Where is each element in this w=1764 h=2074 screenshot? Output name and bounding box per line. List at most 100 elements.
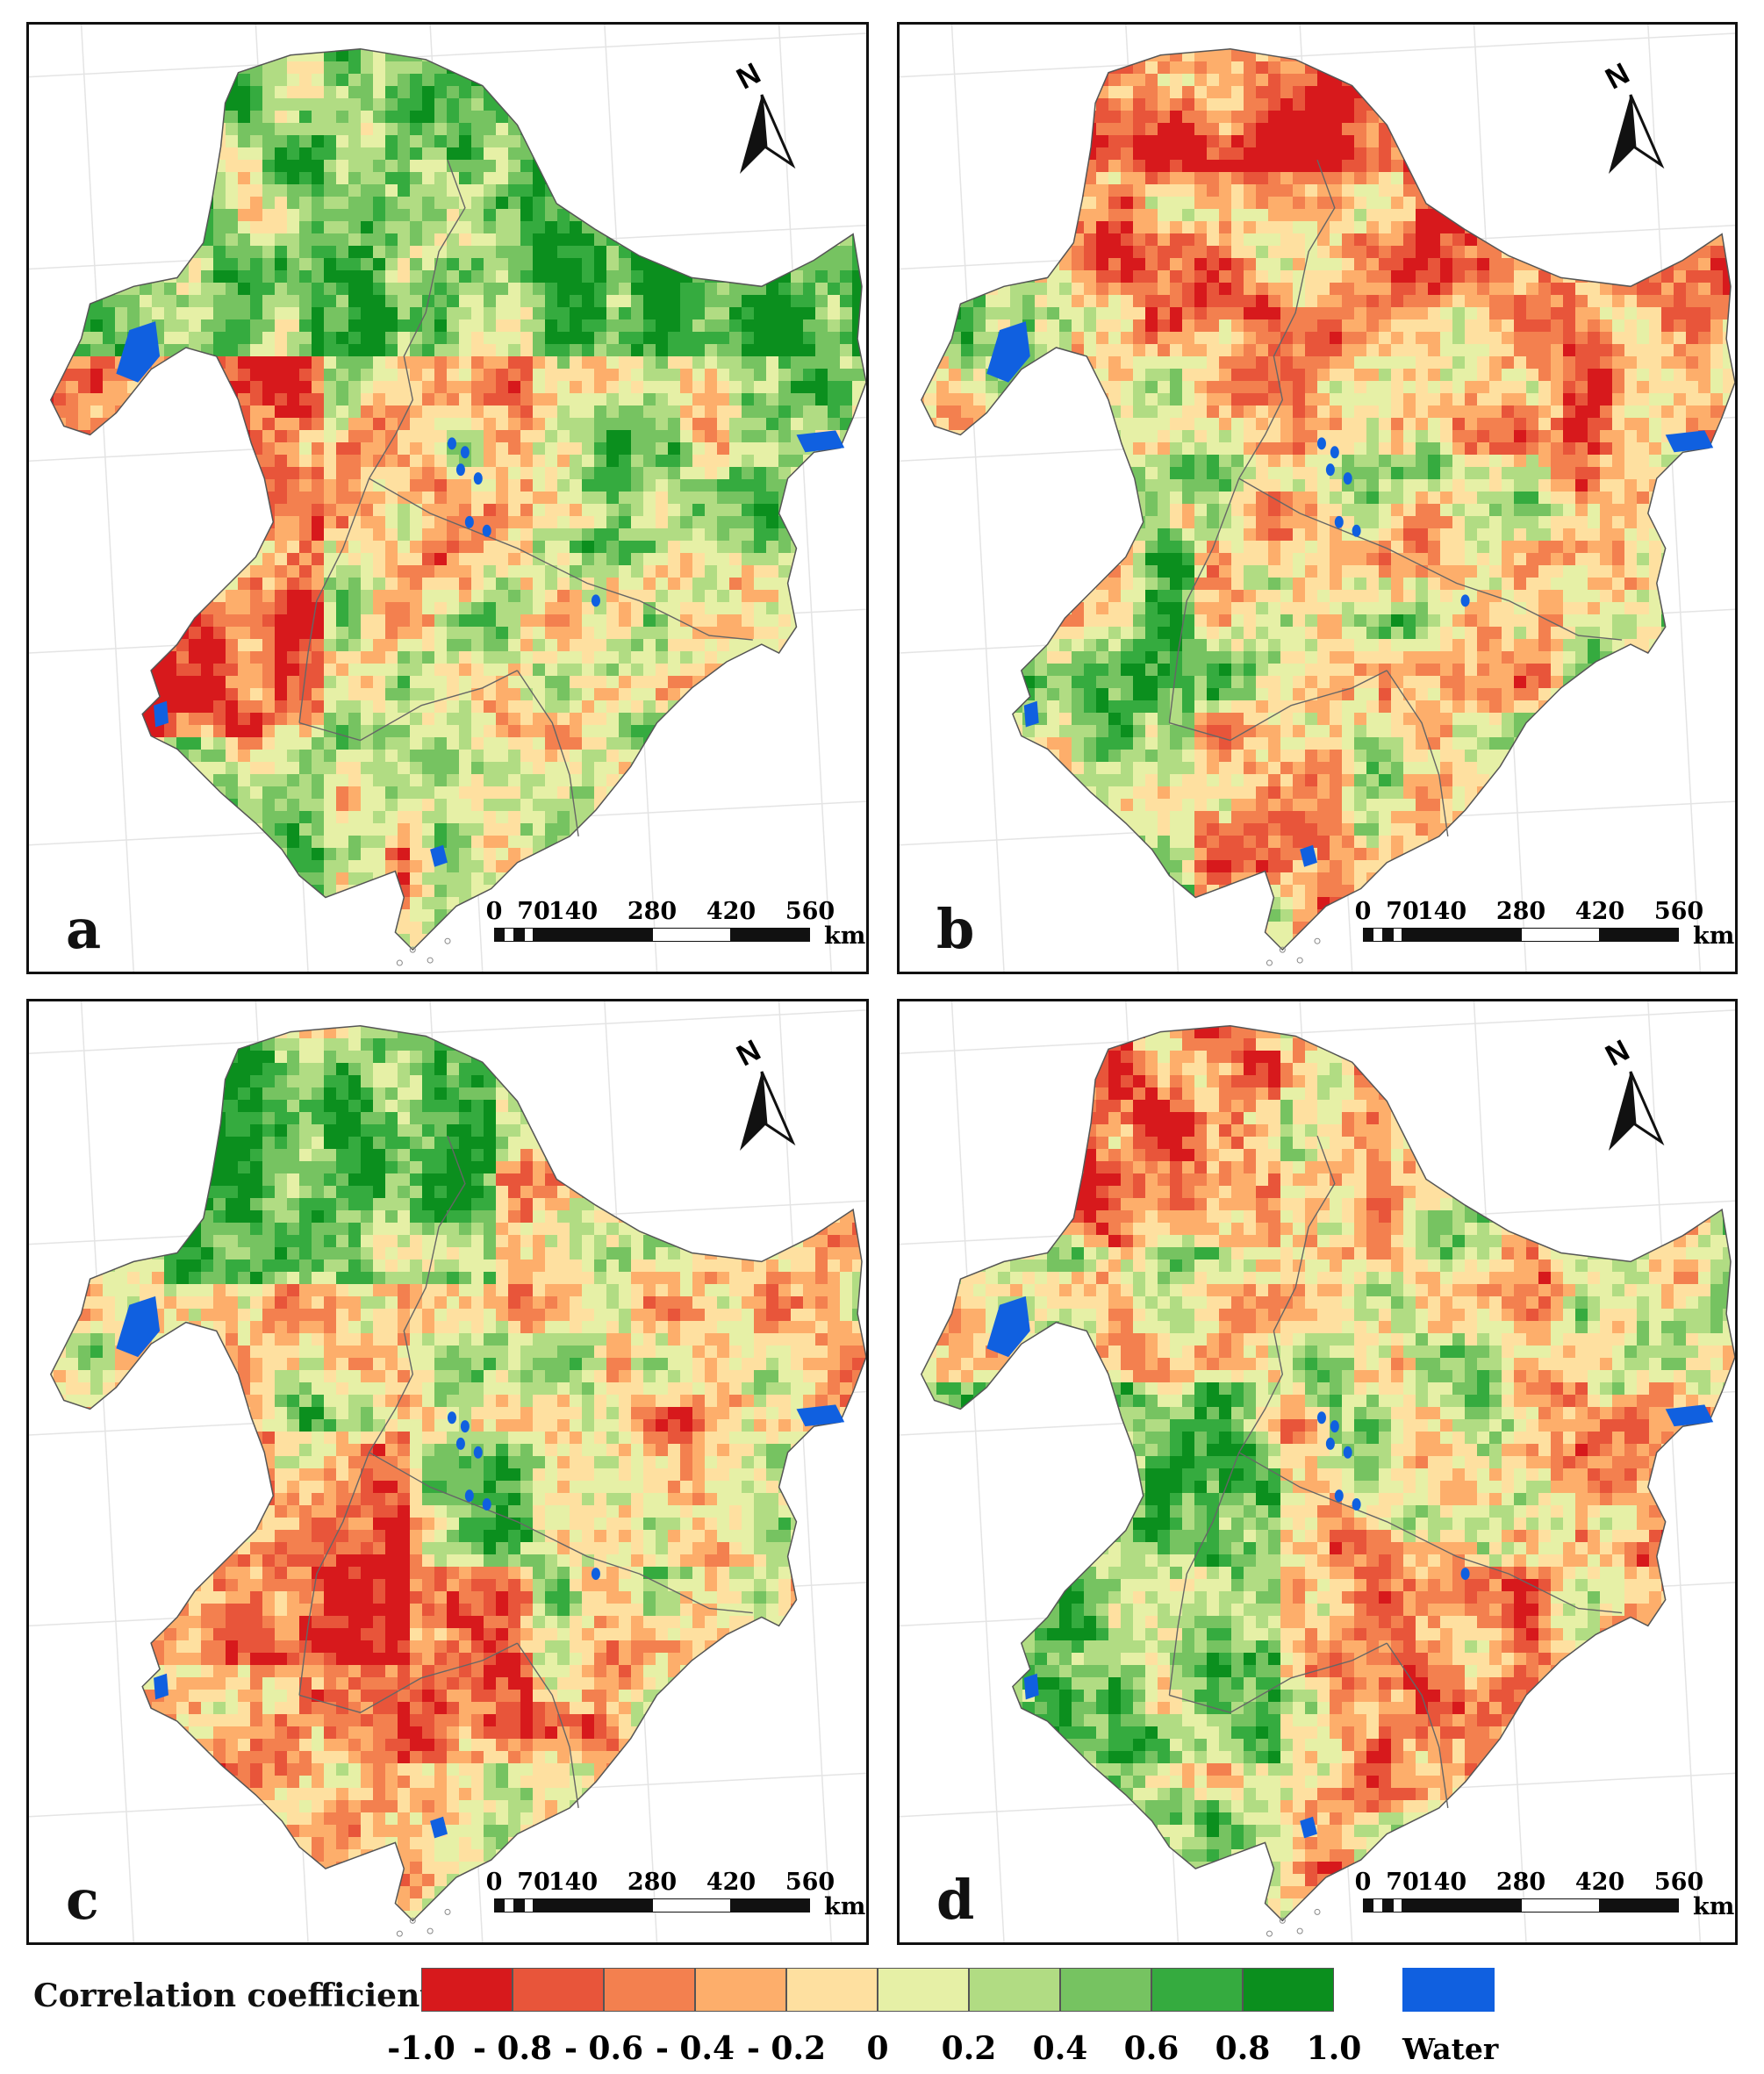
island	[1266, 959, 1273, 966]
scale-tick-label: 420	[706, 898, 756, 925]
legend-swatch	[513, 1968, 604, 2012]
legend: Correlation coefficient -1.0 - 0.8 - 0.6 - …	[0, 1953, 1764, 2074]
water-body	[1330, 446, 1339, 459]
water-body	[796, 1404, 845, 1427]
panel-label: a	[66, 902, 101, 957]
legend-swatch	[604, 1968, 695, 2012]
water-body	[460, 446, 470, 459]
water-body	[1023, 1673, 1039, 1700]
legend-tick-label: 0.4	[1033, 2030, 1088, 2067]
scale-tick-label: 0	[1355, 1869, 1372, 1896]
province-border	[516, 670, 579, 836]
graticule-line	[900, 32, 1735, 78]
scale-segment	[504, 1898, 514, 1913]
scale-tick-label: 140	[549, 1869, 598, 1896]
graticule-line	[778, 1001, 832, 1942]
water-body	[116, 1295, 161, 1358]
legend-swatch	[1060, 1968, 1151, 2012]
province-border	[1238, 159, 1336, 479]
water-body	[591, 594, 600, 607]
scale-segment	[553, 1898, 573, 1913]
legend-tick-label: - 0.4	[656, 2030, 735, 2067]
province-border	[369, 477, 753, 641]
legend-swatch	[786, 1968, 878, 2012]
legend-swatch	[421, 1968, 513, 2012]
water-body	[430, 1816, 448, 1839]
water-body	[1330, 1420, 1339, 1433]
water-body	[1316, 1411, 1326, 1425]
legend-swatch	[1151, 1968, 1243, 2012]
scale-tick-label: 0	[486, 1869, 503, 1896]
scale-segment	[652, 928, 731, 942]
correlation-map-d	[900, 1001, 1735, 1942]
water-body	[986, 321, 1030, 383]
province-border	[1168, 1452, 1240, 1696]
panel-label: c	[66, 1873, 99, 1927]
legend-tick-label: 0.2	[942, 2030, 997, 2067]
island	[1266, 1930, 1273, 1937]
province-border	[298, 1452, 370, 1696]
scale-tick-label: 140	[1417, 898, 1466, 925]
province-border	[516, 1642, 579, 1809]
scale-segment	[1382, 1898, 1393, 1913]
scale-segment	[494, 928, 505, 942]
water-body	[1300, 844, 1317, 867]
province-border	[369, 1135, 466, 1453]
island	[1296, 957, 1303, 964]
graticule-line	[950, 25, 1005, 972]
scale-tick-label: 560	[1654, 1869, 1703, 1896]
water-swatch	[1402, 1968, 1495, 2012]
island	[444, 937, 451, 944]
scale-segment	[523, 1898, 534, 1913]
region-outline	[920, 1024, 1735, 1922]
scale-segment	[1402, 1898, 1423, 1913]
scale-unit: km	[1693, 922, 1734, 950]
island	[409, 946, 416, 953]
water-body	[1665, 430, 1714, 453]
province-border	[298, 670, 518, 742]
scale-segment	[731, 928, 810, 942]
scale-bar-segments	[1363, 1898, 1679, 1914]
water-body	[1316, 437, 1326, 450]
north-arrow-icon: N	[731, 1034, 801, 1151]
scale-tick-label: 70	[517, 1869, 550, 1896]
scale-segment	[1521, 1898, 1600, 1913]
water-label: Water	[1402, 2032, 1498, 2066]
panel-label: b	[936, 902, 974, 957]
scale-bar: 0 70 140 280 420 560 km	[1355, 898, 1735, 951]
map-panel-c: N 0 70 140 280 420 560 km c	[26, 999, 869, 1945]
scale-tick-label: 70	[1386, 1869, 1419, 1896]
scale-bar-segments	[494, 928, 810, 944]
water-body	[986, 1295, 1030, 1358]
legend-tick-label: 0.6	[1124, 2030, 1180, 2067]
water-body	[154, 1673, 169, 1700]
graticule-line	[1647, 25, 1702, 972]
island	[1296, 1927, 1303, 1934]
panel-label: d	[936, 1873, 974, 1927]
province-border	[1386, 670, 1449, 836]
region-outline	[920, 48, 1735, 951]
graticule-line	[778, 25, 832, 972]
water-body	[447, 1411, 456, 1425]
scale-segment	[1382, 928, 1393, 942]
water-body	[430, 844, 448, 867]
island	[409, 1917, 416, 1924]
island	[1314, 937, 1321, 944]
scale-segment	[1402, 928, 1423, 942]
north-arrow-icon: N	[731, 57, 801, 174]
water-body	[1023, 700, 1039, 728]
water-body	[473, 472, 483, 485]
water-body	[154, 700, 169, 728]
scale-segment	[1600, 1898, 1679, 1913]
scale-tick-label: 70	[517, 898, 550, 925]
water-body	[464, 1489, 474, 1503]
scale-tick-label: 0	[1355, 898, 1372, 925]
province-border	[1386, 1642, 1449, 1809]
map-panel-b: N 0 70 140 280 420 560 km b	[897, 22, 1738, 974]
scale-tick-label: 560	[785, 898, 835, 925]
legend-swatch	[969, 1968, 1060, 2012]
scale-segment	[573, 928, 652, 942]
scale-bar: 0 70 140 280 420 560 km	[486, 898, 866, 951]
water-body	[482, 524, 491, 537]
scale-tick-label: 140	[1417, 1869, 1466, 1896]
